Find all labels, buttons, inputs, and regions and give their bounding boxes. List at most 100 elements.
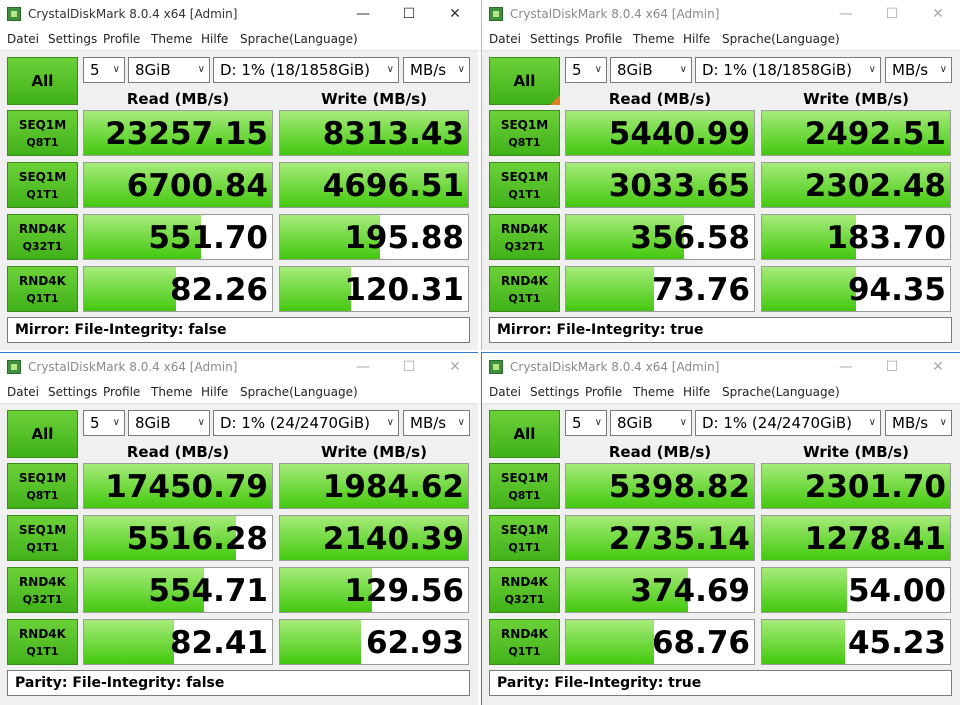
test-size-select[interactable]: 8GiB ∨ [610,410,692,436]
test-button[interactable]: RND4K Q1T1 [489,266,560,312]
test-button[interactable]: RND4K Q1T1 [7,266,78,312]
unit-select[interactable]: MB/s ∨ [403,410,470,436]
drive-select[interactable]: D: 1% (24/2470GiB) ∨ [213,410,399,436]
test-size-select[interactable]: 8GiB ∨ [610,57,692,83]
test-count-select[interactable]: 5 ∨ [565,410,607,436]
read-value: 82.26 [169,272,268,308]
menu-item[interactable]: Settings [530,32,580,46]
test-button[interactable]: RND4K Q1T1 [7,619,78,665]
comment-field[interactable]: Parity: File-Integrity: true [489,670,952,696]
menu-item[interactable]: Settings [48,385,98,399]
minimize-icon[interactable]: — [356,6,370,22]
run-all-button[interactable]: All [7,410,78,458]
menu-item[interactable]: Profile [103,32,141,46]
comment-field[interactable]: Mirror: File-Integrity: false [7,317,470,343]
menu-item[interactable]: Hilfe [201,385,229,399]
maximize-icon[interactable]: ☐ [885,359,899,375]
test-button[interactable]: SEQ1M Q1T1 [7,162,78,208]
menu-item[interactable]: Theme [151,385,193,399]
menu-item[interactable]: Datei [489,32,522,46]
title-bar[interactable]: CrystalDiskMark 8.0.4 x64 [Admin] — ☐ ✕ [482,353,960,381]
chevron-down-icon: ∨ [386,64,394,75]
write-result: 4696.51 [279,162,469,208]
close-icon[interactable]: ✕ [449,6,461,22]
test-button[interactable]: RND4K Q32T1 [7,567,78,613]
drive-select[interactable]: D: 1% (18/1858GiB) ∨ [213,57,399,83]
test-size-select[interactable]: 8GiB ∨ [128,57,210,83]
menu-item[interactable]: Profile [585,32,623,46]
menu-item[interactable]: Datei [7,385,40,399]
test-button[interactable]: RND4K Q32T1 [489,214,560,260]
menu-item[interactable]: Profile [103,385,141,399]
test-button[interactable]: RND4K Q32T1 [489,567,560,613]
close-icon[interactable]: ✕ [932,359,944,375]
chevron-down-icon: ∨ [457,417,465,428]
test-count-select[interactable]: 5 ∨ [83,410,125,436]
test-button[interactable]: SEQ1M Q1T1 [489,515,560,561]
menu-item[interactable]: Settings [48,32,98,46]
test-button[interactable]: SEQ1M Q8T1 [7,110,78,156]
minimize-icon[interactable]: — [356,359,370,375]
test-size-select[interactable]: 8GiB ∨ [128,410,210,436]
comment-field[interactable]: Parity: File-Integrity: false [7,670,470,696]
chevron-down-icon: ∨ [197,64,205,75]
menu-item[interactable]: Theme [633,32,675,46]
test-button[interactable]: SEQ1M Q1T1 [489,162,560,208]
menu-item[interactable]: Settings [530,385,580,399]
test-name: RND4K [501,627,548,641]
title-bar[interactable]: CrystalDiskMark 8.0.4 x64 [Admin] — ☐ ✕ [0,353,478,381]
write-result: 183.70 [761,214,951,260]
menu-item[interactable]: Datei [7,32,40,46]
unit-select-value: MB/s [892,414,929,432]
menu-item[interactable]: Theme [151,32,193,46]
run-all-button[interactable]: All [7,57,78,105]
unit-select[interactable]: MB/s ∨ [403,57,470,83]
menu-item[interactable]: Datei [489,385,522,399]
test-button[interactable]: RND4K Q1T1 [489,619,560,665]
unit-select[interactable]: MB/s ∨ [885,410,952,436]
menu-item[interactable]: Hilfe [683,32,711,46]
maximize-icon[interactable]: ☐ [885,6,899,22]
benchmark-window: CrystalDiskMark 8.0.4 x64 [Admin] — ☐ ✕ Date… [0,0,478,350]
drive-select[interactable]: D: 1% (18/1858GiB) ∨ [695,57,881,83]
menu-item[interactable]: Theme [633,385,675,399]
unit-select-value: MB/s [410,61,447,79]
minimize-icon[interactable]: — [839,6,853,22]
unit-select[interactable]: MB/s ∨ [885,57,952,83]
menu-item[interactable]: Sprache(Language) [722,32,840,46]
minimize-icon[interactable]: — [839,359,853,375]
menu-item[interactable]: Sprache(Language) [722,385,840,399]
read-result: 551.70 [83,214,273,260]
test-button[interactable]: RND4K Q32T1 [7,214,78,260]
close-icon[interactable]: ✕ [932,6,944,22]
read-score-bar [84,267,177,311]
menu-item[interactable]: Sprache(Language) [240,32,358,46]
menu-item[interactable]: Hilfe [683,385,711,399]
run-all-button[interactable]: All [489,410,560,458]
test-count-select[interactable]: 5 ∨ [83,57,125,83]
maximize-icon[interactable]: ☐ [402,6,416,22]
unit-select-value: MB/s [410,414,447,432]
comment-field[interactable]: Mirror: File-Integrity: true [489,317,952,343]
menu-item[interactable]: Sprache(Language) [240,385,358,399]
test-button[interactable]: SEQ1M Q1T1 [7,515,78,561]
test-count-select[interactable]: 5 ∨ [565,57,607,83]
title-bar[interactable]: CrystalDiskMark 8.0.4 x64 [Admin] — ☐ ✕ [0,0,478,28]
read-result: 3033.65 [565,162,755,208]
run-all-button[interactable]: All [489,57,560,105]
close-icon[interactable]: ✕ [449,359,461,375]
title-bar[interactable]: CrystalDiskMark 8.0.4 x64 [Admin] — ☐ ✕ [482,0,960,28]
test-button[interactable]: SEQ1M Q8T1 [489,463,560,509]
write-value: 94.35 [847,272,946,308]
test-button[interactable]: SEQ1M Q8T1 [7,463,78,509]
menu-item[interactable]: Profile [585,385,623,399]
read-value: 551.70 [148,220,268,256]
menu-item[interactable]: Hilfe [201,32,229,46]
maximize-icon[interactable]: ☐ [402,359,416,375]
test-button[interactable]: SEQ1M Q8T1 [489,110,560,156]
read-header: Read (MB/s) [608,443,712,461]
write-score-bar [762,464,950,508]
drive-select[interactable]: D: 1% (24/2470GiB) ∨ [695,410,881,436]
write-result: 129.56 [279,567,469,613]
chevron-down-icon: ∨ [868,64,876,75]
